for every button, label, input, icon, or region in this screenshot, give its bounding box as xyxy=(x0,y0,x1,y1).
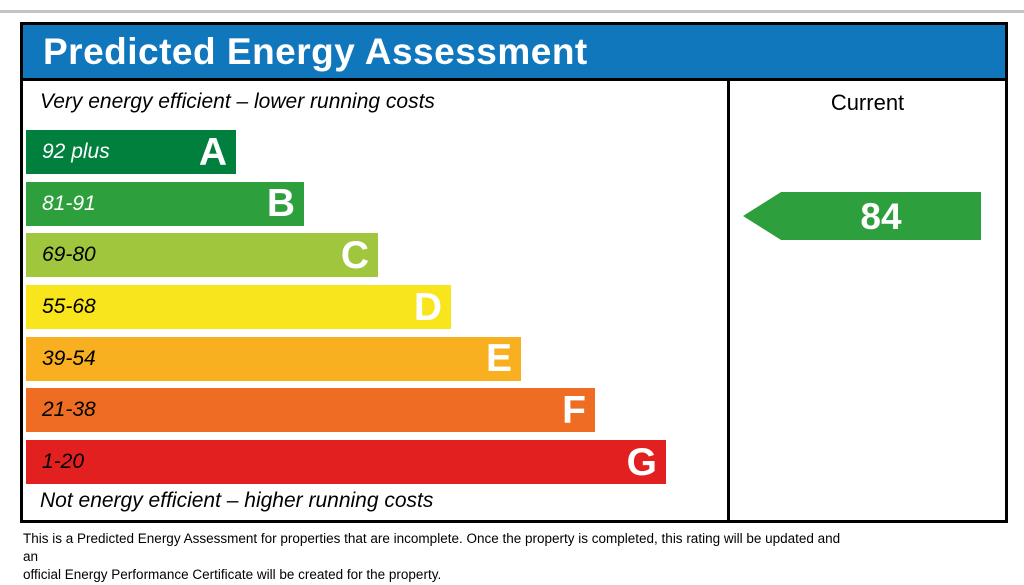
band-range-label: 39-54 xyxy=(42,346,96,370)
title-bar: Predicted Energy Assessment xyxy=(23,25,1005,81)
band-letter: E xyxy=(485,337,512,381)
band-letter: G xyxy=(626,440,657,484)
current-rating-value: 84 xyxy=(860,195,902,237)
top-caption: Very energy efficient – lower running co… xyxy=(40,90,435,113)
page-top-divider xyxy=(0,10,1024,13)
current-rating-arrow: 84 xyxy=(743,192,981,240)
band-range-label: 1-20 xyxy=(42,450,85,474)
band-range-label: 69-80 xyxy=(42,243,96,267)
chart-body: Very energy efficient – lower running co… xyxy=(23,81,1005,520)
band-e: 39-54 E xyxy=(26,336,521,381)
band-c: 69-80 C xyxy=(26,233,378,278)
band-f: 21-38 F xyxy=(26,388,595,433)
band-b: 81-91 B xyxy=(26,181,304,226)
band-letter: B xyxy=(266,182,295,226)
band-g: 1-20 G xyxy=(26,440,666,485)
band-range-label: 92 plus xyxy=(42,140,110,163)
band-range-label: 55-68 xyxy=(42,295,96,319)
band-a: 92 plus A xyxy=(26,130,236,174)
band-letter: C xyxy=(340,233,369,277)
band-letter: F xyxy=(562,388,586,432)
band-d: 55-68 D xyxy=(26,285,451,330)
bottom-caption: Not energy efficient – higher running co… xyxy=(40,489,434,512)
band-range-label: 21-38 xyxy=(42,398,96,422)
band-range-label: 81-91 xyxy=(42,191,96,215)
epc-chart-box: Predicted Energy Assessment Very energy … xyxy=(20,22,1008,523)
current-column: Current 84 xyxy=(730,81,1005,520)
footer-note: This is a Predicted Energy Assessment fo… xyxy=(23,530,853,585)
footer-line-2: official Energy Performance Certificate … xyxy=(23,567,442,583)
current-column-header: Current xyxy=(830,90,905,115)
bands-column: Very energy efficient – lower running co… xyxy=(23,81,730,520)
band-letter: A xyxy=(198,130,227,174)
band-letter: D xyxy=(413,285,442,329)
band-list: 92 plus A 81-91 B 69-80 C 55-68 D 39-54 E 21-38 F 1-… xyxy=(26,130,666,492)
footer-line-1: This is a Predicted Energy Assessment fo… xyxy=(23,531,841,565)
page-title: Predicted Energy Assessment xyxy=(43,30,588,72)
